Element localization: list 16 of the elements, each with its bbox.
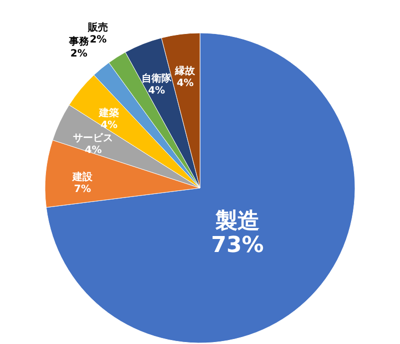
slice-label: 自衛隊 <box>142 72 173 84</box>
data-label: 4% <box>100 120 118 131</box>
slice-label: 事務 <box>68 36 90 48</box>
data-label: 73% <box>211 233 264 258</box>
data-label: 4% <box>176 78 194 89</box>
slice-label: 建設 <box>72 170 94 183</box>
slice-label: 製造 <box>214 209 260 234</box>
slice-label: 縁故 <box>174 64 196 77</box>
data-label: 7% <box>74 184 92 195</box>
slice-label: 販売 <box>87 22 108 34</box>
slice-label: サービス <box>73 132 114 144</box>
data-label: 2% <box>90 34 107 46</box>
data-label: 4% <box>148 85 166 96</box>
slice-label: 建築 <box>98 106 120 119</box>
data-label: 2% <box>70 48 88 60</box>
data-label: 4% <box>84 144 102 156</box>
